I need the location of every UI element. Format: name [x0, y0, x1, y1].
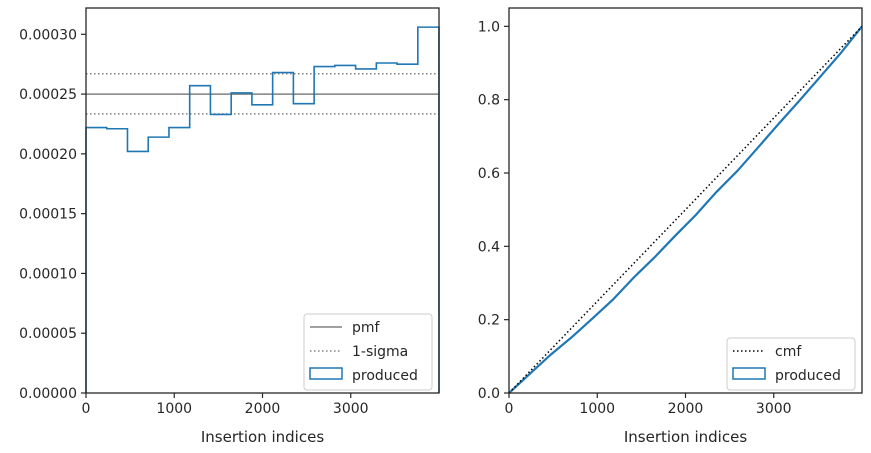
y-tick-label: 0.4	[478, 239, 500, 255]
produced-histogram-step	[85, 26, 440, 393]
cmf-line	[508, 25, 863, 394]
legend-produced-label-right: produced	[775, 368, 841, 384]
legend-cmf-label: cmf	[775, 344, 802, 360]
cumulative-legend: cmf produced	[726, 337, 856, 391]
legend-produced-label: produced	[352, 368, 418, 384]
legend-produced-swatch-right	[732, 367, 766, 380]
x-tick-label: 1000	[156, 401, 192, 417]
cumulative-panel: 0 1000 2000 3000 0.0 0.2 0.4 0.6 0.8 1.0 Insertio…	[478, 7, 863, 446]
legend-produced-swatch	[309, 367, 343, 380]
x-tick-label: 0	[82, 401, 91, 417]
histogram-legend: pmf 1-sigma produced	[303, 313, 433, 391]
cumulative-axes-frame	[508, 7, 863, 394]
y-tick-label: 0.00020	[19, 147, 77, 163]
produced-cumulative-line	[508, 25, 863, 394]
y-tick-label: 0.00025	[19, 87, 77, 103]
cumulative-x-axis-label: Insertion indices	[624, 428, 747, 446]
x-tick-label: 2000	[245, 401, 281, 417]
histogram-legend-frame	[303, 313, 433, 391]
y-tick-label: 0.00030	[19, 27, 77, 43]
x-tick-label: 3000	[333, 401, 369, 417]
legend-pmf-label: pmf	[352, 320, 381, 336]
y-tick-label: 0.00015	[19, 207, 77, 223]
y-tick-label: 0.8	[478, 93, 500, 109]
histogram-x-axis-label: Insertion indices	[201, 428, 324, 446]
y-tick-label: 0.2	[478, 313, 500, 329]
x-tick-label: 0	[505, 401, 514, 417]
y-tick-label: 0.00005	[19, 326, 77, 342]
y-tick-label: 1.0	[478, 19, 500, 35]
y-tick-label: 0.0	[478, 386, 500, 402]
x-tick-label: 2000	[668, 401, 704, 417]
legend-1-sigma-label: 1-sigma	[352, 344, 408, 360]
cumulative-legend-frame	[726, 337, 856, 391]
y-tick-label: 0.6	[478, 166, 500, 182]
y-tick-label: 0.00000	[19, 386, 77, 402]
y-tick-label: 0.00010	[19, 266, 77, 282]
histogram-panel: 0 1000 2000 3000 0.00000 0.00005 0.00010 0.0001…	[19, 7, 440, 446]
x-tick-label: 1000	[579, 401, 615, 417]
x-tick-label: 3000	[756, 401, 792, 417]
